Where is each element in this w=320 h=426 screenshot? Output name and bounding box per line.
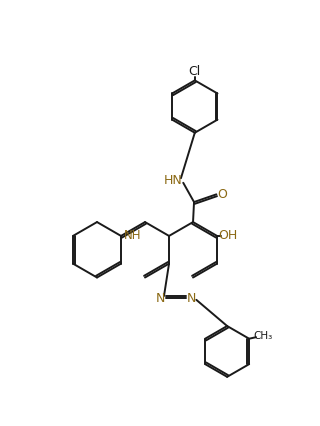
Text: N: N bbox=[186, 292, 196, 305]
Text: OH: OH bbox=[218, 230, 237, 242]
Text: Cl: Cl bbox=[189, 66, 201, 78]
Text: NH: NH bbox=[124, 230, 142, 242]
Text: N: N bbox=[156, 292, 165, 305]
Text: O: O bbox=[218, 188, 228, 201]
Text: HN: HN bbox=[164, 174, 183, 187]
Text: CH₃: CH₃ bbox=[253, 331, 273, 341]
